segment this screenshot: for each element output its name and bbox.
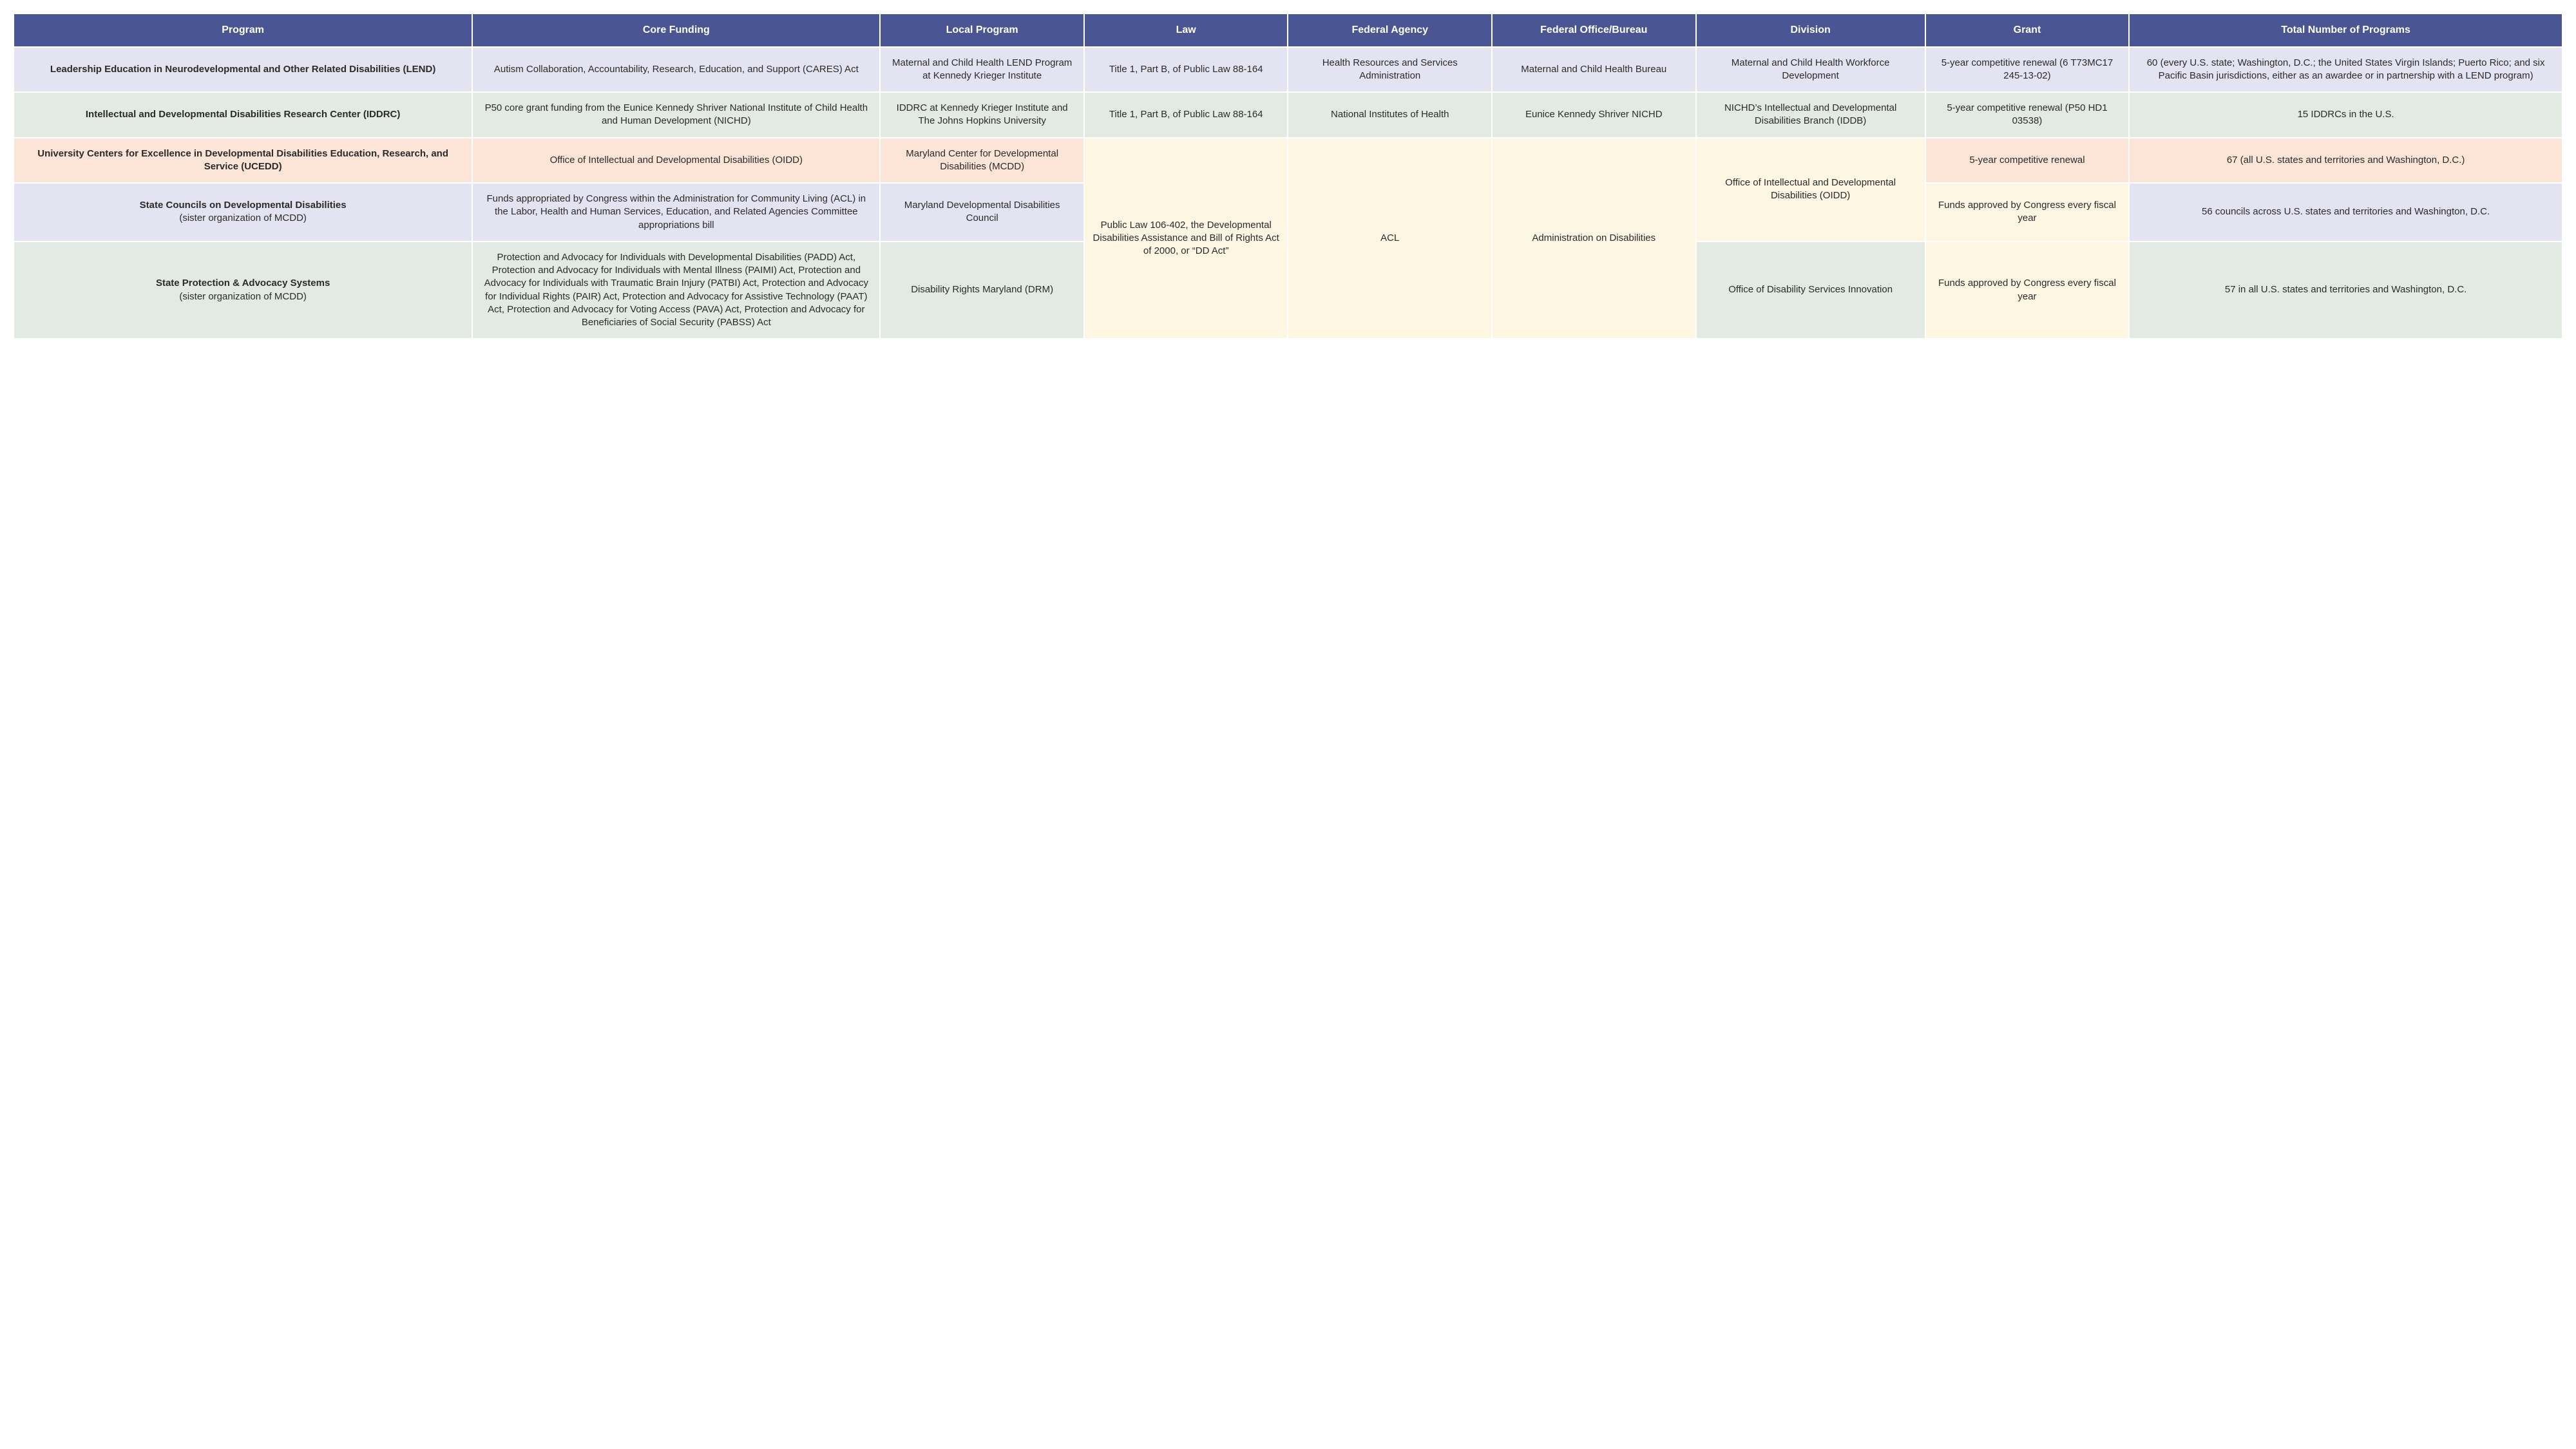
- cell-grant: 5-year competitive renewal (P50 HD1 0353…: [1925, 92, 2130, 138]
- cell-total: 67 (all U.S. states and territories and …: [2129, 138, 2562, 184]
- program-main: Leadership Education in Neurodevelopment…: [50, 64, 435, 75]
- cell-funding: Autism Collaboration, Accountability, Re…: [472, 47, 880, 93]
- cell-law: Title 1, Part B, of Public Law 88-164: [1084, 92, 1288, 138]
- table-row: University Centers for Excellence in Dev…: [14, 138, 2562, 184]
- col-local: Local Program: [880, 14, 1084, 47]
- cell-funding: Protection and Advocacy for Individuals …: [472, 242, 880, 339]
- cell-law: Title 1, Part B, of Public Law 88-164: [1084, 47, 1288, 93]
- cell-bureau: Eunice Kennedy Shriver NICHD: [1492, 92, 1696, 138]
- cell-program: Leadership Education in Neurodevelopment…: [14, 47, 472, 93]
- cell-bureau-merged: Administration on Disabilities: [1492, 138, 1696, 339]
- cell-funding: Office of Intellectual and Developmental…: [472, 138, 880, 184]
- programs-table: Program Core Funding Local Program Law F…: [13, 13, 2563, 339]
- cell-local: Maryland Center for Developmental Disabi…: [880, 138, 1084, 184]
- col-division: Division: [1696, 14, 1925, 47]
- program-main: University Centers for Excellence in Dev…: [37, 148, 448, 172]
- cell-grant: 5-year competitive renewal (6 T73MC17 24…: [1925, 47, 2130, 93]
- cell-grant: Funds approved by Congress every fiscal …: [1925, 242, 2130, 339]
- program-main: Intellectual and Developmental Disabilit…: [86, 109, 400, 120]
- cell-division-merged: Office of Intellectual and Developmental…: [1696, 138, 1925, 242]
- cell-total: 56 councils across U.S. states and terri…: [2129, 183, 2562, 242]
- table-row: Leadership Education in Neurodevelopment…: [14, 47, 2562, 93]
- cell-bureau: Maternal and Child Health Bureau: [1492, 47, 1696, 93]
- program-sub: (sister organization of MCDD): [21, 212, 465, 225]
- cell-local: IDDRC at Kennedy Krieger Institute and T…: [880, 92, 1084, 138]
- cell-total: 15 IDDRCs in the U.S.: [2129, 92, 2562, 138]
- program-main: State Councils on Developmental Disabili…: [140, 200, 347, 211]
- cell-program: State Protection & Advocacy Systems (sis…: [14, 242, 472, 339]
- cell-total: 60 (every U.S. state; Washington, D.C.; …: [2129, 47, 2562, 93]
- cell-division: Office of Disability Services Innovation: [1696, 242, 1925, 339]
- cell-agency-merged: ACL: [1288, 138, 1492, 339]
- cell-local: Maryland Developmental Disabilities Coun…: [880, 183, 1084, 242]
- cell-agency: Health Resources and Services Administra…: [1288, 47, 1492, 93]
- header-row: Program Core Funding Local Program Law F…: [14, 14, 2562, 47]
- cell-local: Maternal and Child Health LEND Program a…: [880, 47, 1084, 93]
- program-main: State Protection & Advocacy Systems: [156, 278, 330, 289]
- cell-division: NICHD’s Intellectual and Developmental D…: [1696, 92, 1925, 138]
- col-funding: Core Funding: [472, 14, 880, 47]
- cell-law-merged: Public Law 106-402, the Developmental Di…: [1084, 138, 1288, 339]
- cell-program: University Centers for Excellence in Dev…: [14, 138, 472, 184]
- col-agency: Federal Agency: [1288, 14, 1492, 47]
- program-sub: (sister organization of MCDD): [21, 290, 465, 303]
- cell-grant: Funds approved by Congress every fiscal …: [1925, 183, 2130, 242]
- cell-grant: 5-year competitive renewal: [1925, 138, 2130, 184]
- cell-total: 57 in all U.S. states and territories an…: [2129, 242, 2562, 339]
- cell-agency: National Institutes of Health: [1288, 92, 1492, 138]
- col-law: Law: [1084, 14, 1288, 47]
- table-row: Intellectual and Developmental Disabilit…: [14, 92, 2562, 138]
- cell-local: Disability Rights Maryland (DRM): [880, 242, 1084, 339]
- col-grant: Grant: [1925, 14, 2130, 47]
- cell-division: Maternal and Child Health Workforce Deve…: [1696, 47, 1925, 93]
- cell-funding: Funds appropriated by Congress within th…: [472, 183, 880, 242]
- col-bureau: Federal Office/Bureau: [1492, 14, 1696, 47]
- col-total: Total Number of Programs: [2129, 14, 2562, 47]
- cell-funding: P50 core grant funding from the Eunice K…: [472, 92, 880, 138]
- col-program: Program: [14, 14, 472, 47]
- cell-program: State Councils on Developmental Disabili…: [14, 183, 472, 242]
- cell-program: Intellectual and Developmental Disabilit…: [14, 92, 472, 138]
